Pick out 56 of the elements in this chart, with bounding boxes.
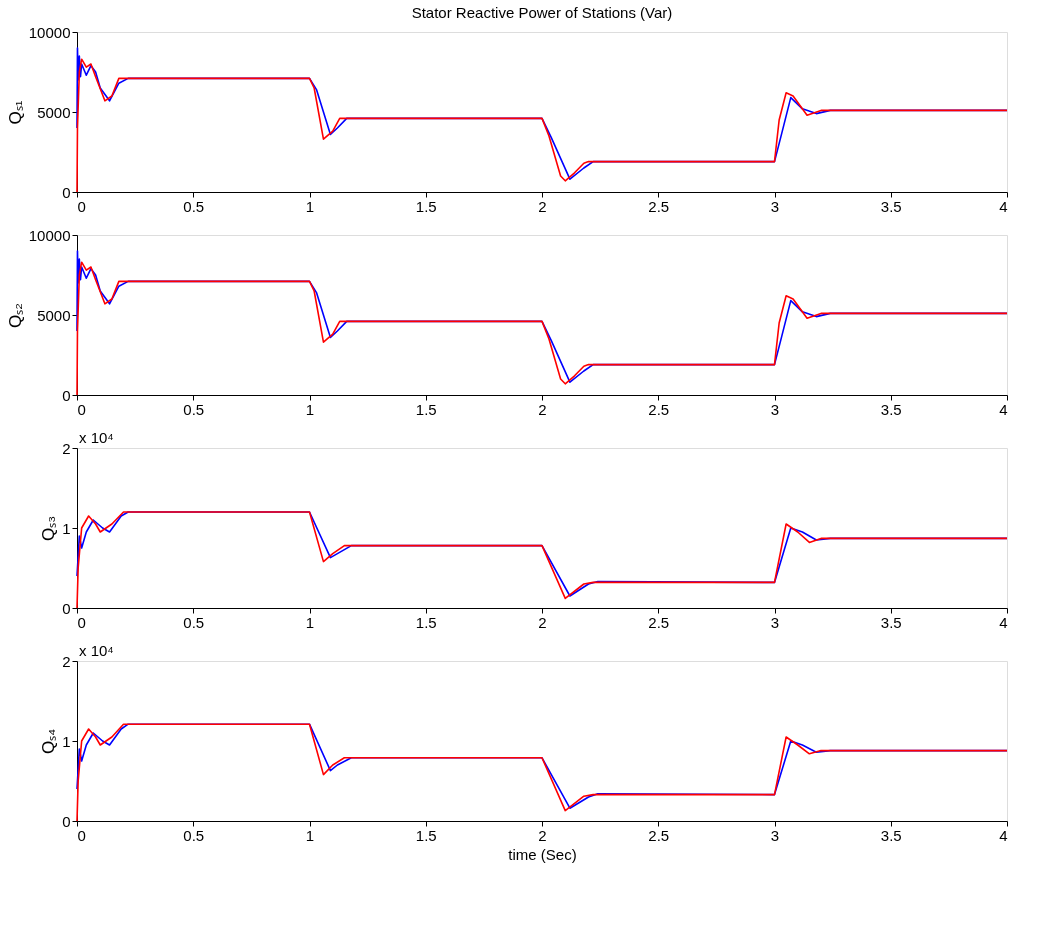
x-tick-label: 0.5 [183, 826, 205, 844]
text: x 10⁴ [79, 429, 114, 446]
y-tick-label: 0 [62, 183, 71, 201]
x-tick-label: 0 [77, 613, 86, 631]
x-tick-label: 0.5 [183, 400, 205, 418]
y-tick-label: 10000 [28, 226, 71, 244]
x-tick-label: 3 [770, 826, 780, 844]
x-tick-label: 0.5 [183, 197, 205, 215]
x-tick-label: 3.5 [880, 613, 902, 631]
x-tick-label: 1.5 [415, 826, 437, 844]
y-axis-title: Qₛ₄ [39, 728, 59, 755]
y-tick-label: 1 [62, 732, 71, 750]
x-tick-label: 3 [770, 400, 780, 418]
x-tick-label: 2 [538, 613, 547, 631]
x-tick-label: 3.5 [880, 826, 902, 844]
x-tick-label: 3 [770, 613, 780, 631]
y-axis-title: Qₛ₂ [5, 303, 25, 328]
x-tick-label: 2.5 [648, 826, 670, 844]
x-tick-label: 3.5 [880, 400, 902, 418]
x-tick-label: 4 [999, 400, 1008, 418]
x-tick-label: 1.5 [415, 613, 437, 631]
y-axis-title: Qₛ₃ [39, 515, 59, 542]
x-tick-label: 4 [999, 826, 1008, 844]
x-axis-title: time (Sec) [508, 845, 577, 863]
y-tick-label: 2 [62, 439, 71, 457]
y-tick-label: 5000 [37, 306, 71, 324]
x-tick-label: 1.5 [415, 197, 437, 215]
x-tick-label: 3.5 [880, 197, 902, 215]
x-tick-label: 4 [999, 613, 1008, 631]
y-tick-label: 1 [62, 519, 71, 537]
x-tick-label: 1 [305, 826, 315, 844]
x-tick-label: 2.5 [648, 197, 670, 215]
x-tick-label: 3 [770, 197, 780, 215]
x-tick-label: 0 [77, 400, 86, 418]
y-tick-label: 0 [62, 599, 71, 617]
chart-title: Stator Reactive Power of Stations (Var) [411, 4, 673, 21]
x-tick-label: 1 [305, 613, 315, 631]
y-tick-label: 10000 [28, 23, 71, 41]
x-tick-label: 2 [538, 826, 547, 844]
x-tick-label: 2.5 [648, 400, 670, 418]
text: x 10⁴ [79, 642, 114, 659]
x-tick-label: 1.5 [415, 400, 437, 418]
x-tick-label: 2 [538, 400, 547, 418]
y-tick-label: 2 [62, 652, 71, 670]
x-tick-label: 0 [77, 826, 86, 844]
x-tick-label: 0 [77, 197, 86, 215]
x-tick-label: 2 [538, 197, 547, 215]
x-tick-label: 4 [999, 197, 1008, 215]
y-axis-title: Qₛ₁ [5, 100, 25, 125]
x-tick-label: 1 [305, 197, 315, 215]
x-tick-label: 1 [305, 400, 315, 418]
x-tick-label: 2.5 [648, 613, 670, 631]
x-tick-label: 0.5 [183, 613, 205, 631]
y-tick-label: 0 [62, 386, 71, 404]
y-tick-label: 5000 [37, 103, 71, 121]
y-tick-label: 0 [62, 812, 71, 830]
